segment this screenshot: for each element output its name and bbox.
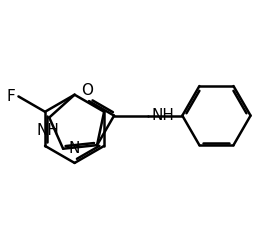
Text: NH: NH [152, 108, 175, 123]
Text: NH: NH [36, 123, 59, 138]
Text: O: O [81, 83, 93, 98]
Text: F: F [7, 89, 16, 104]
Text: N: N [68, 141, 80, 156]
